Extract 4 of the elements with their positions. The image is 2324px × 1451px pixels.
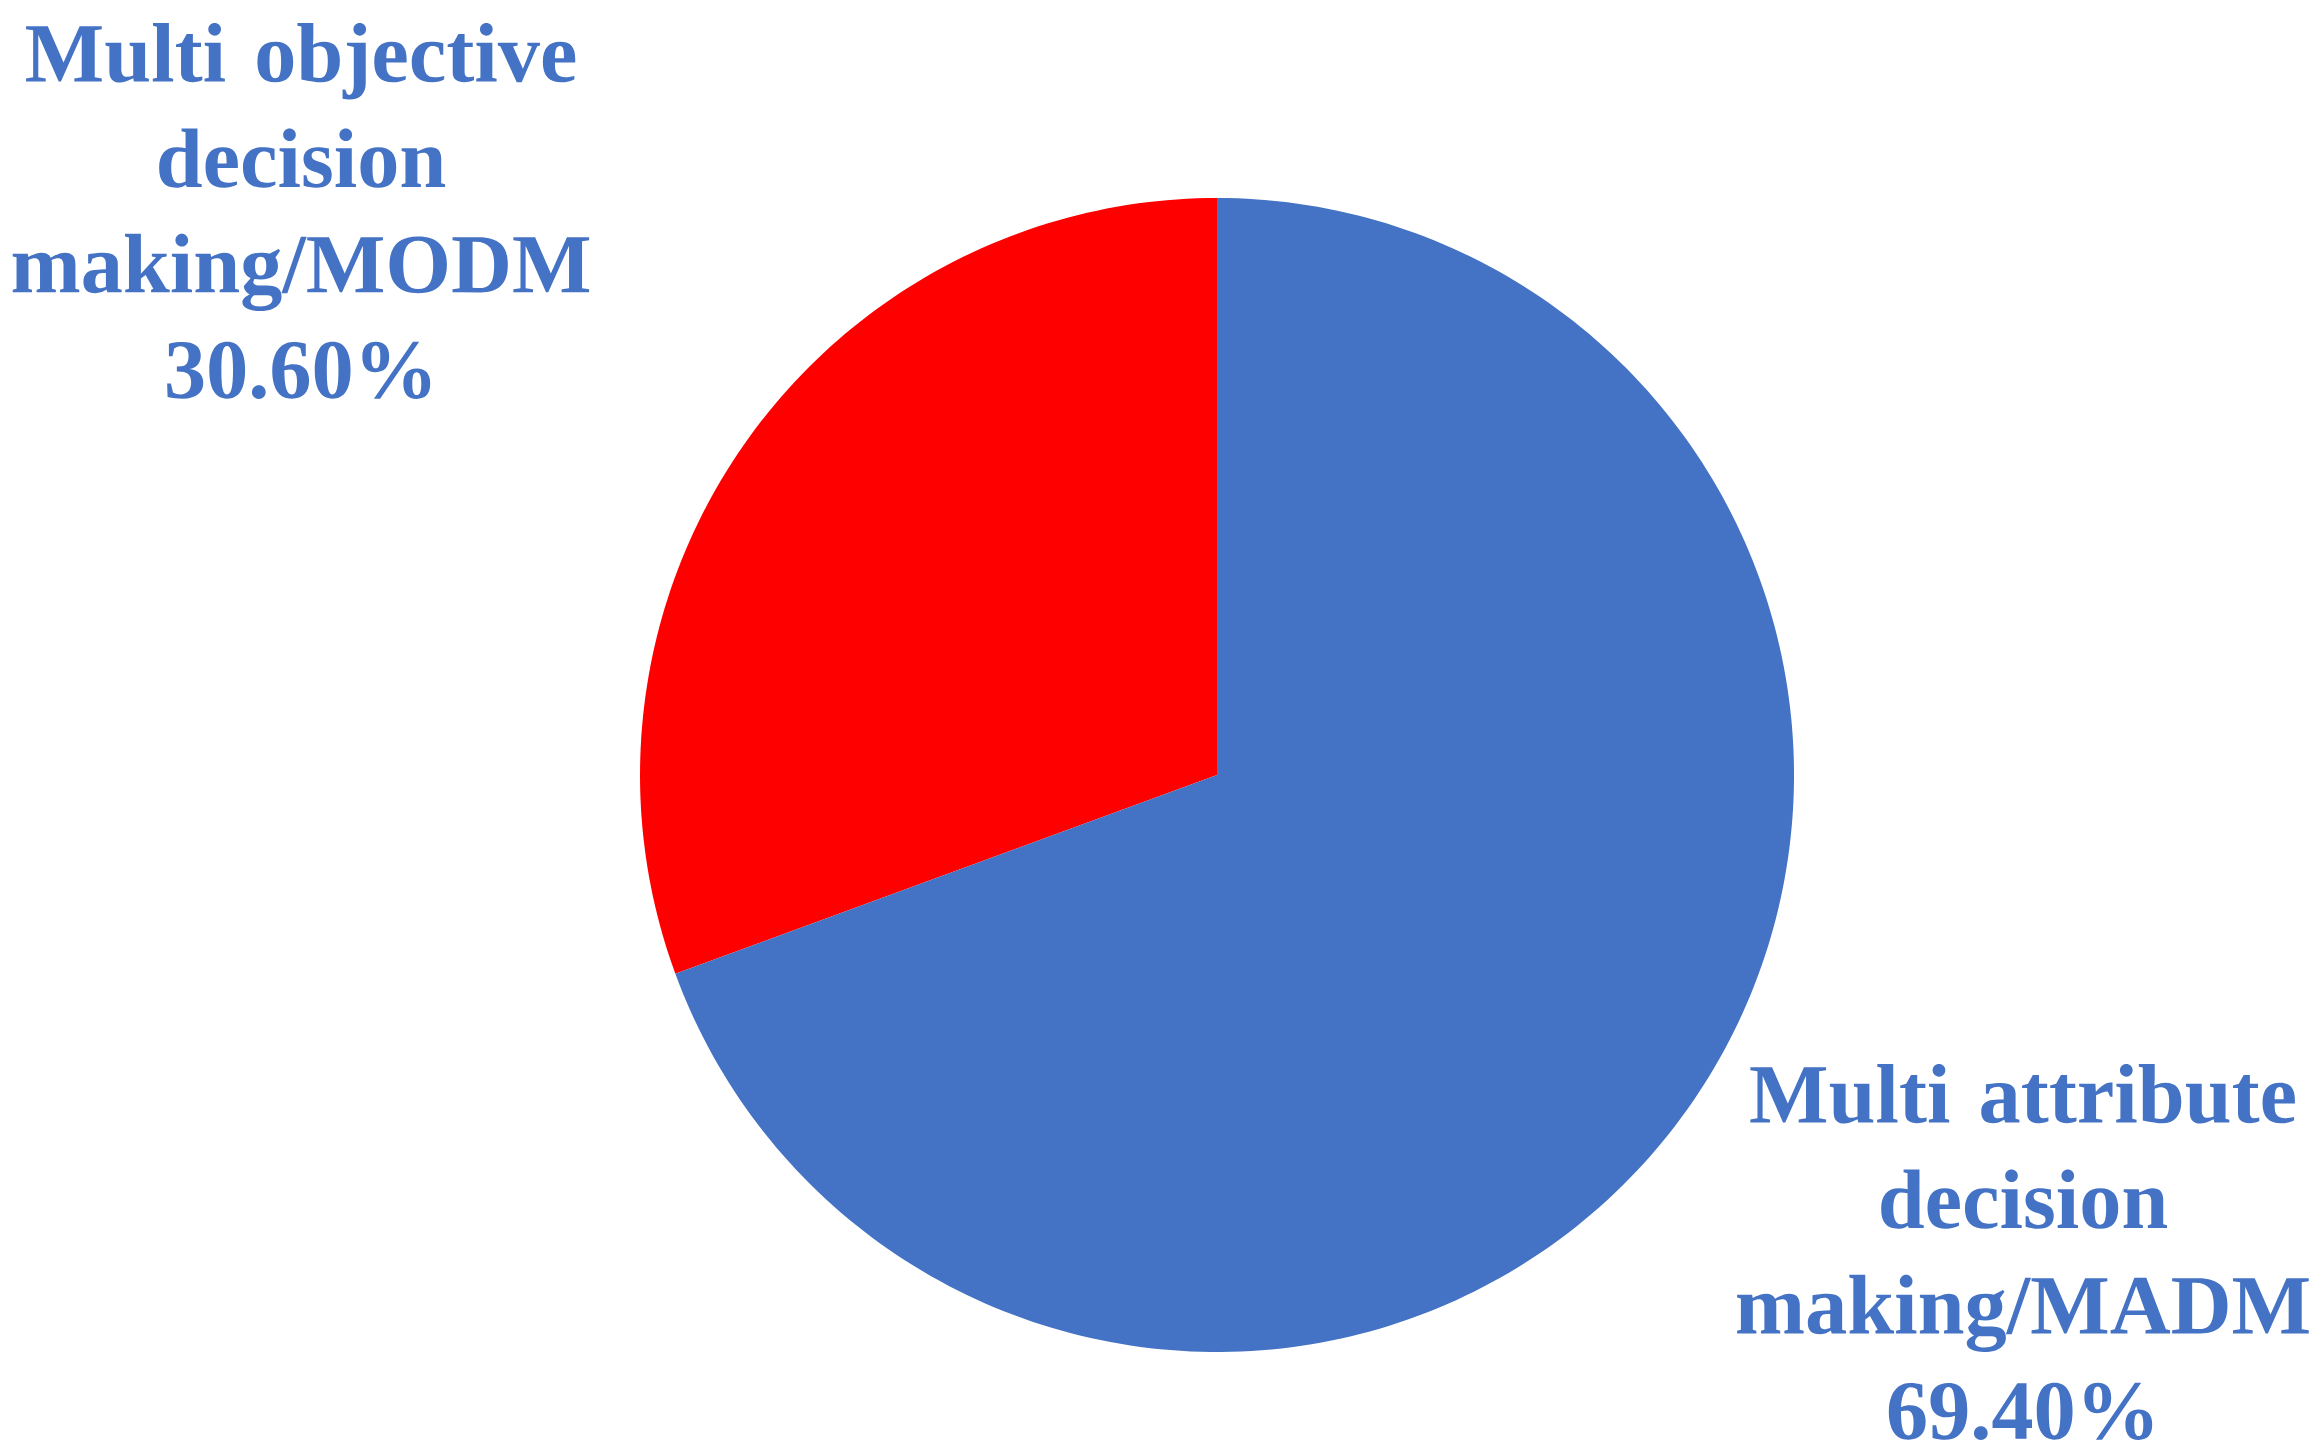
- slice-label: Multi objective decision making/MODM: [12, 22, 590, 311]
- data-label: 30.60%: [167, 341, 431, 400]
- data-label: 69.40%: [1888, 1382, 2153, 1441]
- slice-label: Multi attribute decision making/MADM: [1737, 1063, 2309, 1353]
